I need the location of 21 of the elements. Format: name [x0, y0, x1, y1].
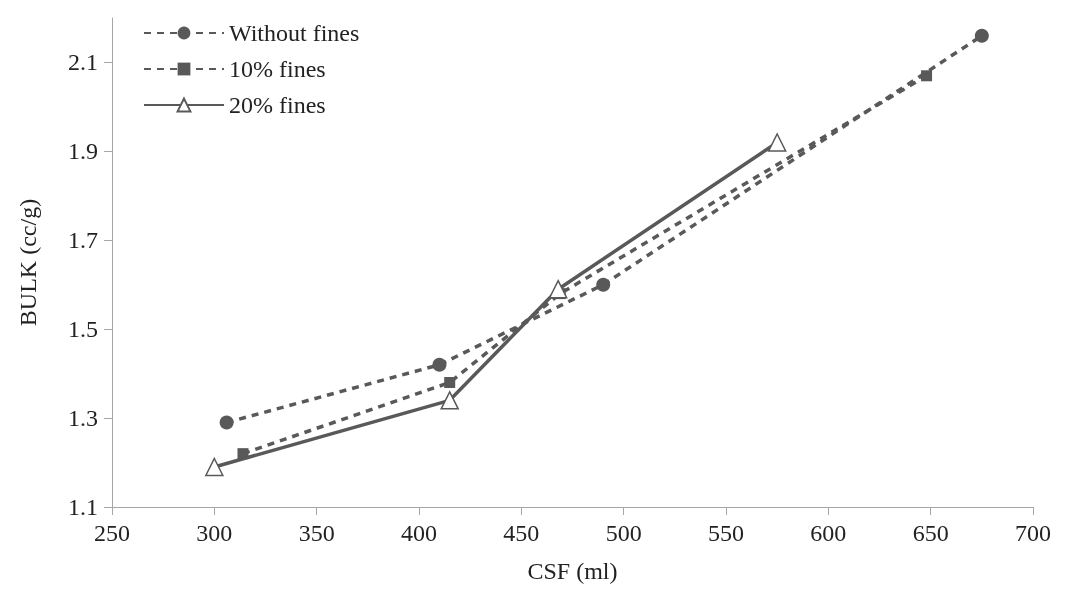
legend-label: Without fines — [229, 20, 360, 46]
x-tick-label: 250 — [94, 520, 130, 546]
x-tick-label: 550 — [708, 520, 744, 546]
x-tick-label: 450 — [503, 520, 540, 546]
y-tick-label: 1.9 — [68, 138, 98, 165]
x-tick-label: 600 — [810, 520, 847, 546]
x-tick-label: 650 — [912, 520, 949, 546]
x-tick-label: 700 — [1015, 520, 1051, 546]
x-tick-label: 350 — [298, 520, 335, 546]
y-tick-label: 1.1 — [68, 494, 98, 520]
legend-label: 10% fines — [229, 56, 326, 82]
legend-label: 20% fines — [229, 92, 326, 118]
x-tick-label: 400 — [401, 520, 437, 546]
y-tick-label: 1.5 — [68, 316, 98, 343]
y-tick-label: 1.3 — [68, 405, 98, 432]
y-tick-label: 1.7 — [68, 227, 98, 254]
x-tick-label: 300 — [196, 520, 233, 546]
x-tick-label: 500 — [605, 520, 642, 546]
y-axis-title: BULK (cc/g) — [15, 198, 41, 327]
y-tick-label: 2.1 — [68, 49, 98, 76]
x-axis-title: CSF (ml) — [527, 558, 618, 584]
